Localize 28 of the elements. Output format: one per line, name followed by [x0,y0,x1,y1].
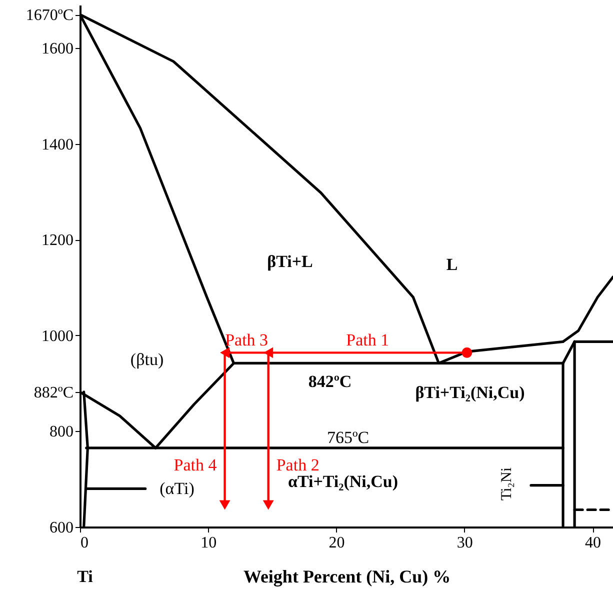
series-label: Path 1 [346,330,390,350]
annotation: βTi+L [267,252,313,271]
annotation: βTi+Ti₂(Ni,Cu) [415,383,525,402]
series-label: Path 3 [225,330,268,350]
y-tick-label: 1670ºC [26,7,74,24]
annotation: 765ºC [326,428,370,447]
y-tick-label: 1600 [42,40,74,58]
y-tick-label: 1200 [42,232,74,250]
annotation: (αTi) [160,479,194,498]
x-tick-label: 10 [200,534,217,552]
annotation: αTi+Ti₂(Ni,Cu) [288,472,398,491]
y-tick-label: 600 [50,520,74,536]
annotation: (βtu) [130,350,164,369]
x-axis-title: Weight Percent (Ni, Cu) % [243,566,451,586]
y-tick-label: 882ºC [34,384,74,402]
x-tick-label: 0 [80,534,88,552]
annotation: 842ºC [308,372,352,391]
annotation: Ti₂Ni [499,467,515,501]
annotation: L [446,255,458,274]
x-tick-label: 20 [328,534,345,552]
series-label: Path 4 [174,455,218,474]
y-tick-label: 1000 [42,328,74,345]
x-tick-label: 40 [585,534,601,552]
x-tick-label: 30 [456,534,473,552]
y-tick-label: 1400 [42,136,74,154]
y-tick-label: 800 [50,424,74,441]
text: Ti [77,567,94,586]
series-label: Path 2 [276,455,320,474]
